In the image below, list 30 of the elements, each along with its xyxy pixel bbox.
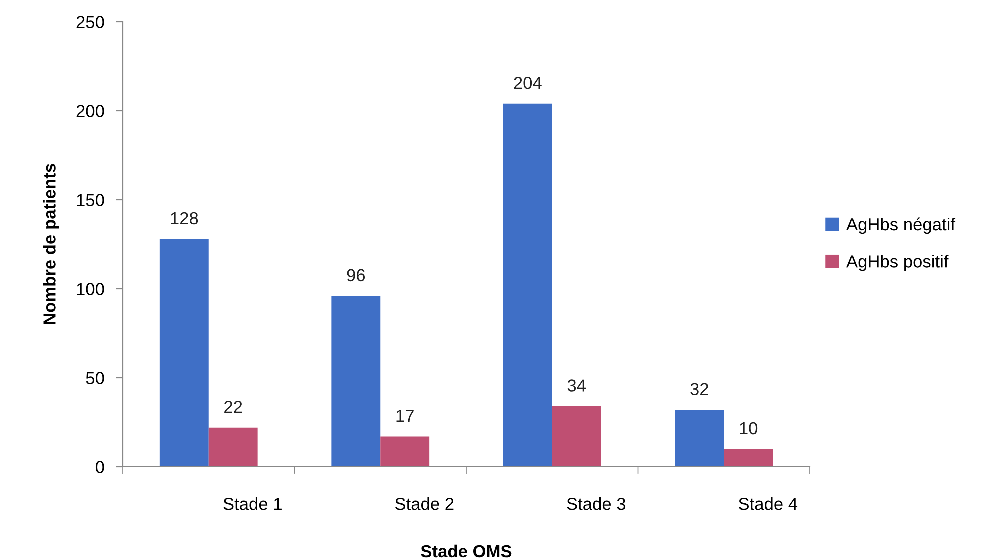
bar: [332, 296, 381, 467]
y-tick-label: 100: [77, 283, 104, 296]
y-tick-label: 250: [76, 16, 104, 28]
data-label: 32: [690, 383, 708, 396]
data-label: 22: [224, 401, 242, 414]
data-label: 96: [347, 269, 366, 282]
x-tick-label: Stade 4: [738, 498, 798, 510]
bar: [380, 436, 430, 467]
data-label: 128: [171, 212, 198, 225]
x-tick-label: Stade 3: [567, 498, 626, 510]
y-tick-label: 150: [77, 194, 104, 206]
bar: [724, 449, 774, 467]
x-axis-title: Stade OMS: [421, 544, 512, 558]
bar: [675, 410, 724, 467]
data-label: 204: [514, 77, 542, 90]
legend-label: AgHbs négatif: [846, 218, 956, 234]
data-label: 10: [740, 422, 758, 435]
x-tick-label: Stade 2: [395, 498, 454, 510]
legend-label: AgHbs positif: [846, 255, 949, 272]
x-tick-label: Stade 1: [224, 498, 282, 510]
bar: [503, 104, 552, 467]
y-tick-label: 200: [76, 105, 104, 118]
bar: [552, 406, 602, 467]
data-label: 17: [396, 410, 414, 422]
bar: [208, 428, 258, 467]
data-label: 34: [568, 380, 586, 392]
y-tick-label: 0: [96, 461, 104, 474]
y-axis-title: Nombre de patients: [43, 164, 60, 324]
y-tick-label: 50: [86, 372, 104, 384]
bar: [160, 239, 209, 467]
